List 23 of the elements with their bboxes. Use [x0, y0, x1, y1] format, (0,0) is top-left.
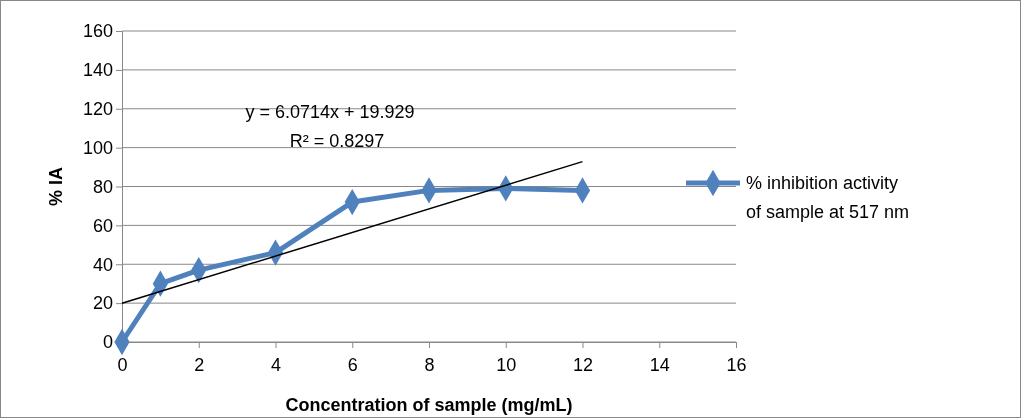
y-axis-title: % IA [46, 166, 66, 207]
x-tick-label: 6 [347, 354, 358, 375]
x-tick-label: 12 [572, 354, 594, 375]
y-tick-label: 80 [92, 176, 113, 197]
legend-label: % inhibition activity of sample at 517 nm [746, 173, 910, 222]
x-tick-label: 14 [649, 354, 670, 375]
y-tick-label: 0 [102, 332, 113, 353]
x-axis-title: Concentration of sample (mg/mL) [285, 395, 573, 415]
x-tick-label: 2 [194, 354, 205, 375]
y-tick-label: 100 [82, 137, 113, 158]
y-tick-label: 20 [92, 293, 113, 314]
x-tick-label: 0 [117, 354, 128, 375]
y-tick-label: 40 [92, 254, 113, 275]
x-tick-label: 8 [424, 354, 435, 375]
y-tick-label: 120 [82, 99, 113, 120]
y-tick-label: 140 [82, 60, 113, 81]
annotation: R² = 0.8297 [289, 131, 385, 151]
y-tick-label: 160 [82, 21, 113, 42]
y-tick-label: 60 [92, 215, 113, 236]
x-tick-label: 16 [726, 354, 747, 375]
annotation: y = 6.0714x + 19.929 [245, 102, 415, 122]
x-tick-label: 10 [496, 354, 517, 375]
x-tick-label: 4 [270, 354, 282, 375]
